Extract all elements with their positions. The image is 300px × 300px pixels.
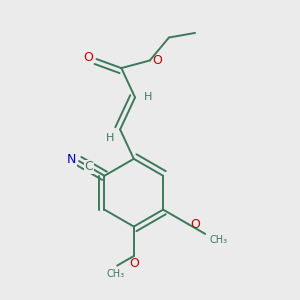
Text: O: O: [84, 51, 94, 64]
Text: H: H: [106, 133, 114, 143]
Text: CH₃: CH₃: [107, 268, 125, 278]
Text: H: H: [144, 92, 152, 103]
Text: N: N: [67, 153, 76, 166]
Text: O: O: [153, 54, 163, 67]
Text: C: C: [84, 160, 93, 173]
Text: O: O: [129, 257, 139, 271]
Text: O: O: [190, 218, 200, 231]
Text: CH₃: CH₃: [210, 236, 228, 245]
